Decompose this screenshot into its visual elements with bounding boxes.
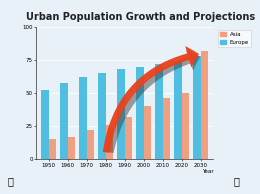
Bar [144, 106, 151, 159]
Bar [98, 73, 106, 159]
Bar [125, 117, 132, 159]
Bar [79, 77, 87, 159]
Bar [174, 61, 182, 159]
Bar [155, 64, 163, 159]
FancyArrowPatch shape [107, 50, 200, 153]
Bar [68, 137, 75, 159]
Bar [163, 98, 170, 159]
Text: 🏢: 🏢 [233, 176, 239, 186]
Bar [182, 93, 190, 159]
FancyArrowPatch shape [103, 46, 199, 153]
Bar [87, 130, 94, 159]
Text: Urban Population Growth and Projections: Urban Population Growth and Projections [26, 12, 255, 22]
Bar [201, 51, 209, 159]
Legend: Asia, Europe: Asia, Europe [218, 30, 251, 47]
X-axis label: Year: Year [202, 169, 213, 174]
Text: 🏠: 🏠 [8, 176, 14, 186]
Bar [193, 56, 201, 159]
Bar [41, 90, 49, 159]
Bar [60, 83, 68, 159]
Bar [106, 125, 113, 159]
Bar [49, 139, 56, 159]
Bar [117, 69, 125, 159]
Bar [136, 67, 144, 159]
